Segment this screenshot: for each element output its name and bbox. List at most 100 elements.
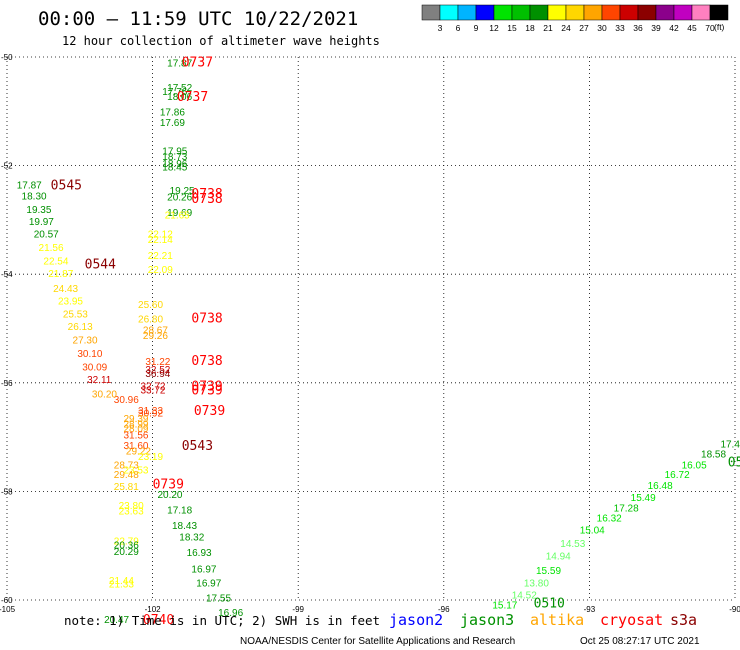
wave-height-value: 33.72 <box>140 385 165 396</box>
legend-label: 15 <box>507 23 517 33</box>
legend-label: 45 <box>687 23 697 33</box>
wave-height-value: 31.60 <box>123 441 148 452</box>
wave-height-value: 17.28 <box>614 504 639 515</box>
wave-height-value: 15.17 <box>492 600 517 611</box>
wave-height-value: 13.80 <box>524 579 549 590</box>
wave-height-value: 31.56 <box>123 430 148 441</box>
legend-label: 39 <box>651 23 661 33</box>
footer-credit: NOAA/NESDIS Center for Satellite Applica… <box>240 636 515 647</box>
legend-label: 30 <box>597 23 607 33</box>
pass-time-label: 0739 <box>153 477 184 492</box>
legend-swatch <box>691 4 711 21</box>
wave-height-value: 32.72 <box>140 382 165 393</box>
wave-height-value: 18.30 <box>22 191 47 202</box>
wave-height-value: 16.93 <box>187 548 212 559</box>
wave-height-value: 22.09 <box>148 265 173 276</box>
wave-height-value: 17.4 <box>720 440 740 451</box>
wave-height-value: 17.86 <box>160 107 185 118</box>
wave-height-value: 19.25 <box>170 186 195 197</box>
lat-tick-label: -50 <box>1 53 13 62</box>
legend-label: 70 <box>705 23 715 33</box>
wave-height-value: 14.94 <box>546 551 571 562</box>
wave-height-value: 19.97 <box>29 217 54 228</box>
wave-height-value: 29.22 <box>126 447 151 458</box>
satellite-name: cryosat <box>600 611 663 629</box>
footer-note: note: 1) Time is in UTC; 2) SWH is in fe… <box>64 613 380 628</box>
wave-height-value: 22.54 <box>43 257 68 268</box>
wave-height-value: 18.45 <box>162 163 187 174</box>
legend-label: 9 <box>474 23 479 33</box>
wave-height-value: 17.76 <box>162 87 187 98</box>
wave-height-value: 21.44 <box>109 576 134 587</box>
pass-time-labels: 0737073705450738073805440738073807390739… <box>51 55 740 628</box>
wave-height-value: 16.97 <box>191 565 216 576</box>
wave-height-value: 29.48 <box>114 470 139 481</box>
wave-height-value: 32.11 <box>87 375 112 386</box>
wave-height-value: 23.80 <box>119 501 144 512</box>
wave-height-value: 28.73 <box>114 460 139 471</box>
wave-height-value: 17.52 <box>167 83 192 94</box>
wave-height-value: 18.73 <box>162 152 187 163</box>
pass-time-label: 0739 <box>194 404 225 419</box>
wave-height-value: 17.87 <box>167 58 192 69</box>
legend-swatch <box>673 4 693 21</box>
wave-height-value: 24.43 <box>53 284 78 295</box>
wave-height-value: 16.05 <box>682 460 707 471</box>
wave-height-value: 25.60 <box>138 300 163 311</box>
legend-label: 21 <box>543 23 553 33</box>
lat-tick-label: -60 <box>1 596 13 605</box>
lon-tick-label: -96 <box>438 605 450 614</box>
legend-swatch <box>529 4 549 21</box>
legend-swatch <box>421 4 441 21</box>
legend-label: 27 <box>579 23 589 33</box>
page-title: 00:00 – 11:59 UTC 10/22/2021 <box>38 8 358 30</box>
wave-height-value: 21.56 <box>39 243 64 254</box>
wave-height-value: 21.65 <box>165 210 190 221</box>
wave-height-value: 20.57 <box>34 229 59 240</box>
satellite-name: jason2 <box>389 611 443 629</box>
wave-height-value: 16.72 <box>665 470 690 481</box>
wave-height-value: 15.04 <box>580 525 605 536</box>
pass-time-label: 0739 <box>191 380 222 395</box>
legend-swatch <box>493 4 513 21</box>
wave-height-value: 30.09 <box>82 363 107 374</box>
legend-swatch <box>511 4 531 21</box>
pass-time-label: 0738 <box>191 354 222 369</box>
legend-swatch <box>619 4 639 21</box>
satellite-name: altika <box>530 611 584 629</box>
satellite-name: jason3 <box>460 611 514 629</box>
legend-label: 3 <box>438 23 443 33</box>
wave-height-value: 26.80 <box>138 315 163 326</box>
wave-height-value: 28.67 <box>143 326 168 337</box>
wave-height-value: 22.14 <box>148 235 173 246</box>
legend-swatch <box>601 4 621 21</box>
lat-tick-label: -58 <box>1 487 13 496</box>
pass-time-label: 0737 <box>177 90 208 105</box>
legend-label: 24 <box>561 23 571 33</box>
wave-height-value: 30.92 <box>138 409 163 420</box>
legend-swatch <box>655 4 675 21</box>
wave-height-value: 16.32 <box>597 513 622 524</box>
legend-unit: (ft) <box>714 22 725 32</box>
wave-height-value: 31.33 <box>138 406 163 417</box>
legend-swatch <box>439 4 459 21</box>
wave-height-value: 17.55 <box>206 593 231 604</box>
wave-height-value: 20.29 <box>114 547 139 558</box>
satellite-legend: jason2 jason3 altika cryosat s3a <box>389 611 697 629</box>
wave-height-value: 18.43 <box>172 521 197 532</box>
satellite-name: s3a <box>670 611 697 629</box>
legend-label: 33 <box>615 23 625 33</box>
legend-swatch <box>475 4 495 21</box>
wave-height-value: 21.33 <box>109 580 134 591</box>
wave-height-value: 21.87 <box>48 269 73 280</box>
wave-height-value: 20.26 <box>167 193 192 204</box>
lon-tick-label: -93 <box>584 605 596 614</box>
pass-time-label: 0543 <box>182 439 213 454</box>
lon-tick-label: -90 <box>729 605 740 614</box>
wave-height-value: 19.35 <box>26 205 51 216</box>
footer-timestamp: Oct 25 08:27:17 UTC 2021 <box>580 636 700 647</box>
wave-height-value: 18.06 <box>167 92 192 103</box>
pass-time-label: 0545 <box>51 179 82 194</box>
wave-height-value: 15.49 <box>631 493 656 504</box>
